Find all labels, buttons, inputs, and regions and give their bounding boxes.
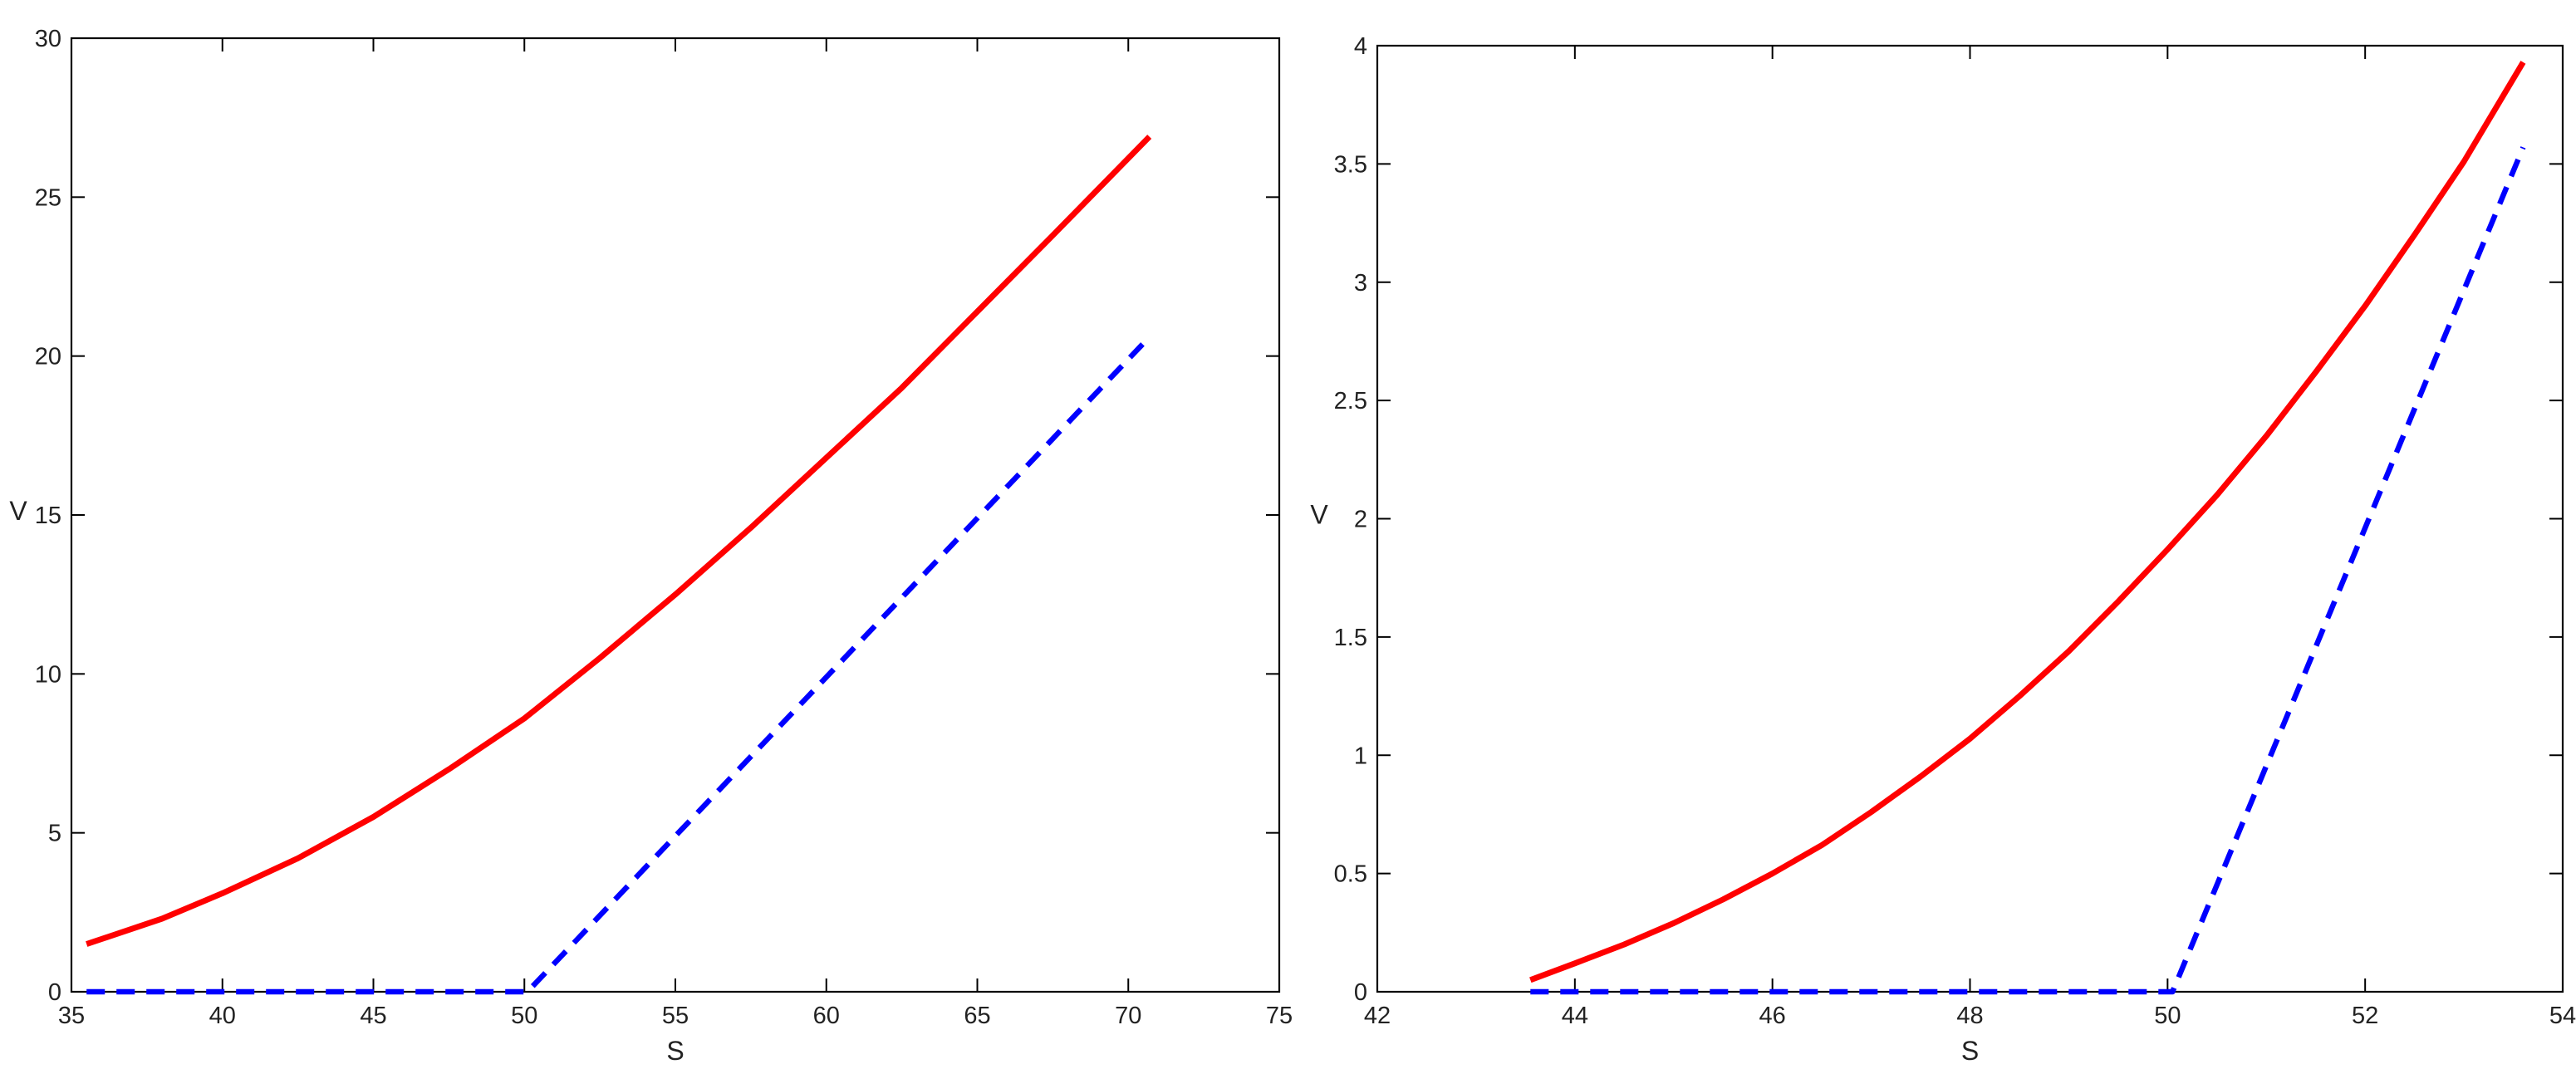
x-tick-label: 40 bbox=[209, 1003, 236, 1029]
series-line-dashed-blue bbox=[86, 335, 1152, 995]
left-plot: 35 40 45 50 55 60 65 70 75 0 5 10 15 20 25 30 S V bbox=[9, 26, 1293, 1066]
x-tick-label: 52 bbox=[2352, 1003, 2378, 1029]
y-tick-label: 4 bbox=[1354, 33, 1367, 60]
x-tick-label: 44 bbox=[1562, 1003, 1588, 1029]
y-tick-label: 3.5 bbox=[1334, 151, 1367, 178]
y-tick-label: 1 bbox=[1354, 743, 1367, 769]
y-tick-label: 1.5 bbox=[1334, 625, 1367, 651]
y-tick-label: 20 bbox=[35, 344, 61, 370]
y-axis-label: V bbox=[1310, 500, 1328, 530]
series-line-dashed-blue bbox=[1530, 146, 2526, 995]
y-tick-label: 2 bbox=[1354, 507, 1367, 533]
x-axis-label: S bbox=[1961, 1036, 1979, 1066]
x-tick-label: 70 bbox=[1115, 1003, 1141, 1029]
y-axis-label: V bbox=[9, 496, 27, 526]
x-tick-label: 35 bbox=[58, 1003, 85, 1029]
y-tick-label: 15 bbox=[35, 503, 61, 529]
x-tick-label: 45 bbox=[360, 1003, 386, 1029]
y-tick-label: 10 bbox=[35, 661, 61, 688]
x-tick-label: 54 bbox=[2549, 1003, 2576, 1029]
plot-frame bbox=[70, 37, 1281, 993]
series-line-solid-red bbox=[86, 135, 1152, 947]
x-tick-label: 46 bbox=[1759, 1003, 1786, 1029]
y-tick-label: 5 bbox=[48, 821, 61, 847]
x-tick-label: 48 bbox=[1956, 1003, 1983, 1029]
x-tick-label: 50 bbox=[2154, 1003, 2181, 1029]
y-tick-label: 3 bbox=[1354, 270, 1367, 297]
right-plot: 42 44 46 48 50 52 54 0 0.5 1 1.5 2 2.5 3 3.5 4 S V bbox=[1310, 33, 2576, 1066]
y-tick-label: 30 bbox=[35, 26, 61, 52]
y-tick-label: 25 bbox=[35, 184, 61, 211]
x-tick-label: 55 bbox=[662, 1003, 689, 1029]
y-tick-label: 0 bbox=[48, 979, 61, 1006]
x-axis-label: S bbox=[666, 1036, 684, 1066]
x-tick-label: 50 bbox=[511, 1003, 537, 1029]
x-tick-label: 42 bbox=[1364, 1003, 1391, 1029]
series-line-solid-red bbox=[1529, 61, 2526, 983]
y-tick-label: 0.5 bbox=[1334, 861, 1367, 888]
y-tick-label: 0 bbox=[1354, 979, 1367, 1006]
x-tick-label: 75 bbox=[1266, 1003, 1293, 1029]
plot-frame bbox=[1376, 44, 2564, 993]
x-tick-label: 65 bbox=[964, 1003, 990, 1029]
y-tick-label: 2.5 bbox=[1334, 388, 1367, 414]
x-tick-label: 60 bbox=[813, 1003, 840, 1029]
